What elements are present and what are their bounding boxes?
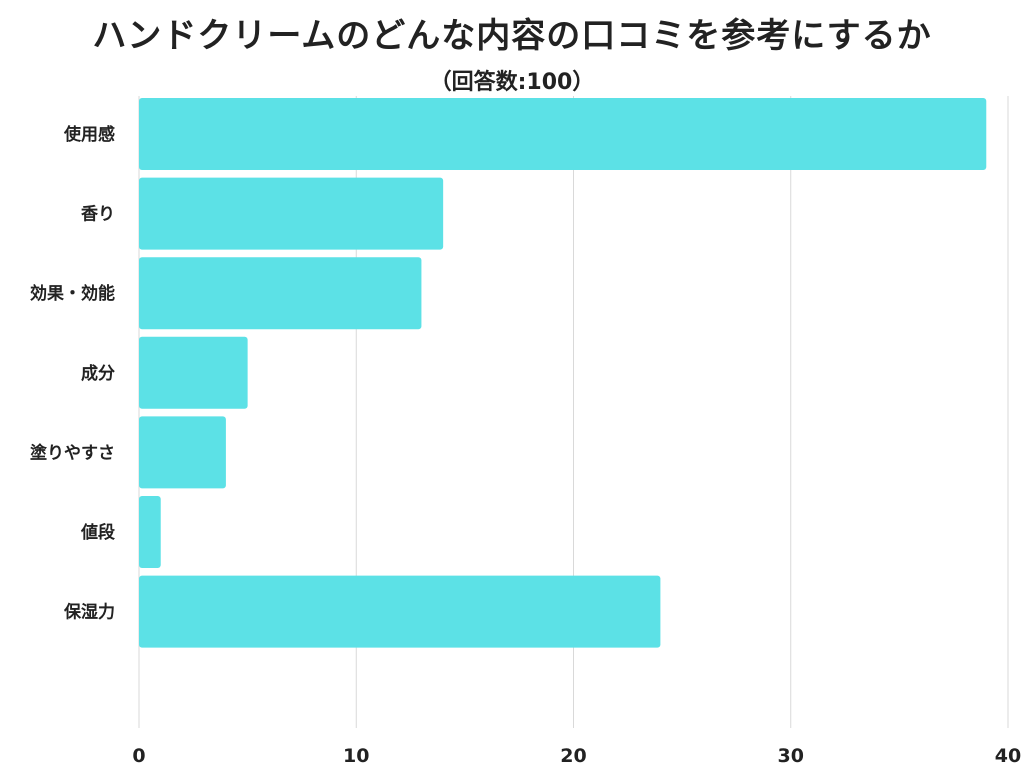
category-label: 成分 bbox=[81, 363, 115, 384]
bar-4 bbox=[139, 336, 248, 409]
bar-7 bbox=[139, 575, 661, 648]
bar-2 bbox=[139, 177, 444, 250]
category-label: 塗りやすさ bbox=[30, 442, 115, 463]
bar-6 bbox=[139, 496, 161, 568]
x-tick-label: 20 bbox=[560, 745, 586, 767]
category-label: 香り bbox=[81, 205, 115, 225]
bar-5 bbox=[139, 416, 226, 489]
category-label: 効果・効能 bbox=[30, 283, 115, 304]
x-tick-label: 10 bbox=[343, 745, 369, 767]
bar-3 bbox=[139, 257, 422, 330]
x-tick-label: 30 bbox=[778, 745, 804, 767]
category-label: 使用感 bbox=[63, 124, 115, 145]
category-label: 保湿力 bbox=[63, 602, 115, 623]
chart-subtitle: （回答数:100） bbox=[429, 70, 595, 95]
bar-1 bbox=[139, 98, 987, 170]
x-tick-labels: 0 10 20 30 40 bbox=[132, 745, 1021, 767]
chart-title: ハンドクリームのどんな内容の口コミを参考にするか bbox=[92, 16, 932, 56]
category-label: 値段 bbox=[80, 522, 115, 543]
x-tick-label: 40 bbox=[995, 745, 1021, 767]
x-tick-label: 0 bbox=[132, 745, 145, 767]
bars bbox=[139, 98, 987, 648]
